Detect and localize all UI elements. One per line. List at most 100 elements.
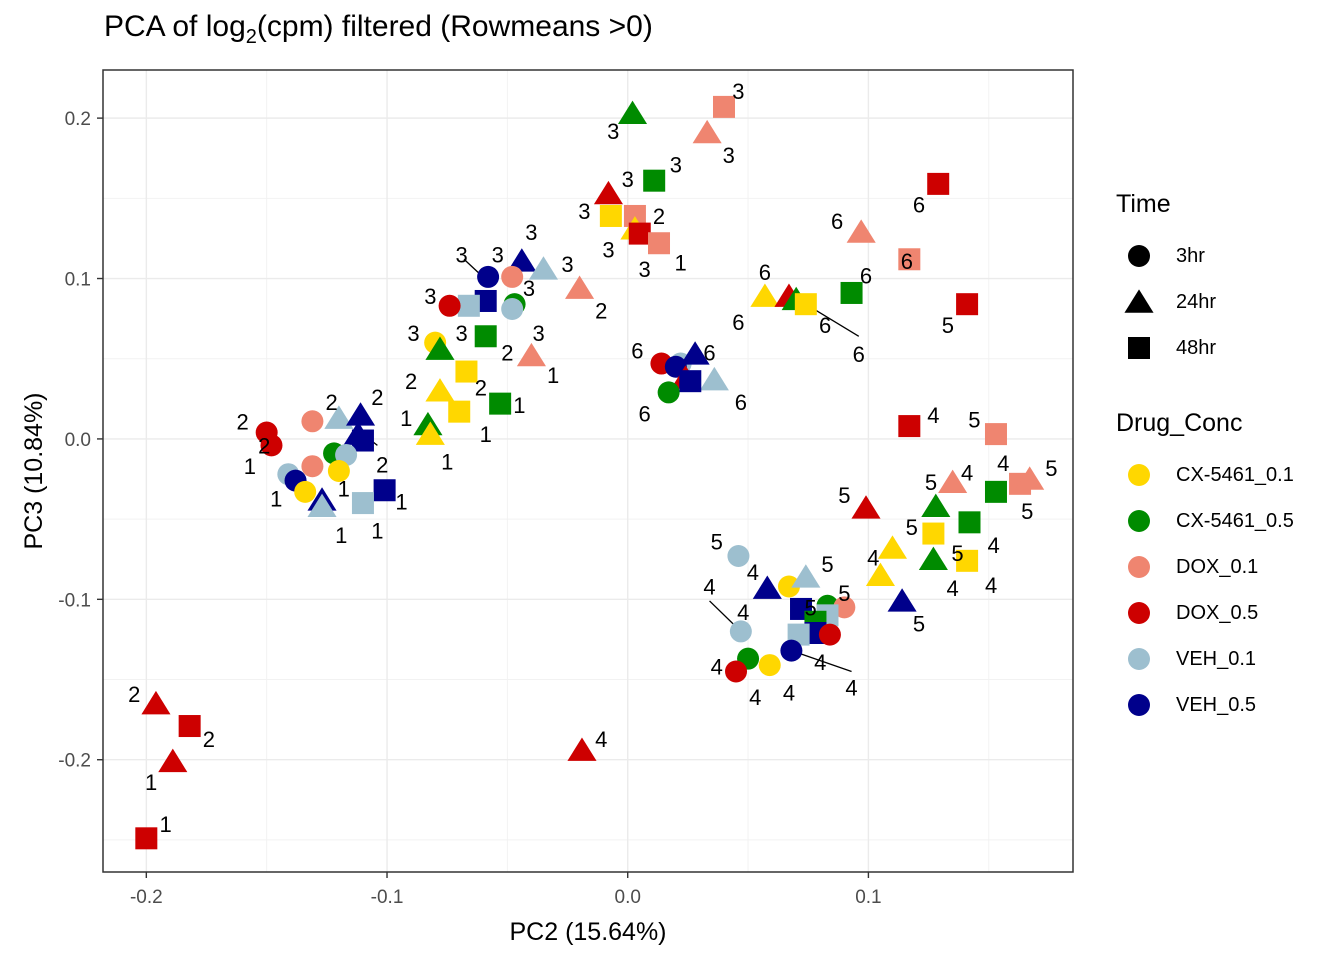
data-point <box>777 575 800 598</box>
data-point <box>489 392 512 415</box>
point-label: 2 <box>371 385 383 410</box>
point-label: 3 <box>424 284 436 309</box>
legend-triangle-icon <box>1124 289 1154 313</box>
point-label: 4 <box>947 576 959 601</box>
data-point <box>648 232 671 255</box>
point-label: 1 <box>145 770 157 795</box>
panel-border <box>102 69 1074 873</box>
data-point <box>851 495 881 519</box>
data-point <box>307 493 337 518</box>
data-point <box>351 429 374 452</box>
point-label: 1 <box>547 363 559 388</box>
point-label: 3 <box>523 276 535 301</box>
point-label: 5 <box>942 313 954 338</box>
point-label: 2 <box>326 390 338 415</box>
data-point <box>887 588 917 612</box>
data-point <box>301 455 324 478</box>
data-point <box>877 535 908 559</box>
legend-label: 24hr <box>1176 290 1217 313</box>
legend-time-items: 3hr 24hr 48hr <box>1116 233 1336 371</box>
x-tick-label: -0.1 <box>371 887 404 908</box>
data-point <box>833 596 856 619</box>
y-tick-label: 0.1 <box>65 270 91 291</box>
legend-key <box>1116 279 1162 325</box>
point-label: 3 <box>732 79 744 104</box>
data-point <box>725 660 748 683</box>
point-label: 1 <box>338 477 350 502</box>
data-point <box>984 480 1007 503</box>
point-label: 2 <box>203 727 215 752</box>
legend-circle-icon <box>1128 648 1150 670</box>
legend-key <box>1116 498 1162 544</box>
data-point <box>818 623 841 646</box>
y-tick-label: 0.2 <box>65 109 91 130</box>
point-label: 5 <box>906 515 918 540</box>
legend-label: CX-5461_0.5 <box>1176 509 1294 532</box>
data-point <box>327 460 350 482</box>
point-label: 6 <box>860 263 872 288</box>
point-label: 4 <box>987 533 999 558</box>
legend-key <box>1116 682 1162 728</box>
point-label: 5 <box>711 530 723 555</box>
point-label: 5 <box>838 581 850 606</box>
data-point <box>474 325 497 348</box>
data-point <box>865 562 895 587</box>
point-label: 5 <box>805 595 817 620</box>
point-label: 4 <box>783 680 795 705</box>
point-label: 6 <box>853 342 865 367</box>
point-label: 5 <box>951 541 963 566</box>
axes: -0.2 -0.1 0.0 0.1 -0.2 -0.1 0.0 0.1 0.2 <box>58 109 881 908</box>
data-point <box>345 402 376 426</box>
legend-drug-item: DOX_0.1 <box>1116 544 1336 590</box>
point-label: 5 <box>838 483 850 508</box>
point-label: 5 <box>1045 456 1057 481</box>
chart-title: PCA of log2(cpm) filtered (Rowmeans >0) <box>104 10 653 48</box>
point-label: 1 <box>335 523 347 548</box>
data-point <box>643 169 666 192</box>
data-point <box>628 222 651 245</box>
legend-drug-items: CX-5461_0.1 CX-5461_0.5 DOX_0.1 DOX_0.5 VEH_… <box>1116 452 1336 728</box>
y-tick-label: -0.2 <box>58 751 91 772</box>
point-label: 6 <box>913 193 925 218</box>
point-label: 3 <box>525 220 537 245</box>
point-label: 3 <box>456 242 468 267</box>
data-point <box>178 715 201 738</box>
legend-label: VEH_0.1 <box>1176 647 1257 670</box>
data-point <box>679 370 702 393</box>
legend-key <box>1116 636 1162 682</box>
data-points <box>135 95 1045 850</box>
point-label: 3 <box>607 119 619 144</box>
data-point <box>135 827 158 850</box>
gridlines <box>103 70 1073 872</box>
point-label: 5 <box>821 552 833 577</box>
legend-key <box>1116 590 1162 636</box>
point-label: 4 <box>749 685 761 710</box>
data-point <box>294 480 317 503</box>
point-label: 6 <box>831 209 843 234</box>
data-point <box>501 297 524 320</box>
x-tick-label: 0.1 <box>855 887 881 908</box>
data-point <box>657 381 680 404</box>
data-point <box>750 283 780 307</box>
data-point <box>956 293 979 316</box>
legend-key <box>1116 233 1162 279</box>
data-point <box>956 549 979 572</box>
point-label: 3 <box>456 321 468 346</box>
point-label: 4 <box>927 403 939 428</box>
legend-drug-title: Drug_Conc <box>1116 409 1243 437</box>
point-label: 3 <box>561 252 573 277</box>
point-label: 6 <box>631 339 643 364</box>
data-point <box>921 493 951 518</box>
data-point <box>898 248 921 271</box>
data-point <box>567 737 597 761</box>
point-label: 4 <box>711 655 723 680</box>
data-point <box>791 564 821 588</box>
data-point <box>455 360 478 383</box>
point-label: 5 <box>925 470 937 495</box>
point-label: 5 <box>913 611 925 636</box>
data-point <box>727 545 750 568</box>
label-leader-lines <box>362 258 860 673</box>
data-point <box>699 366 729 391</box>
